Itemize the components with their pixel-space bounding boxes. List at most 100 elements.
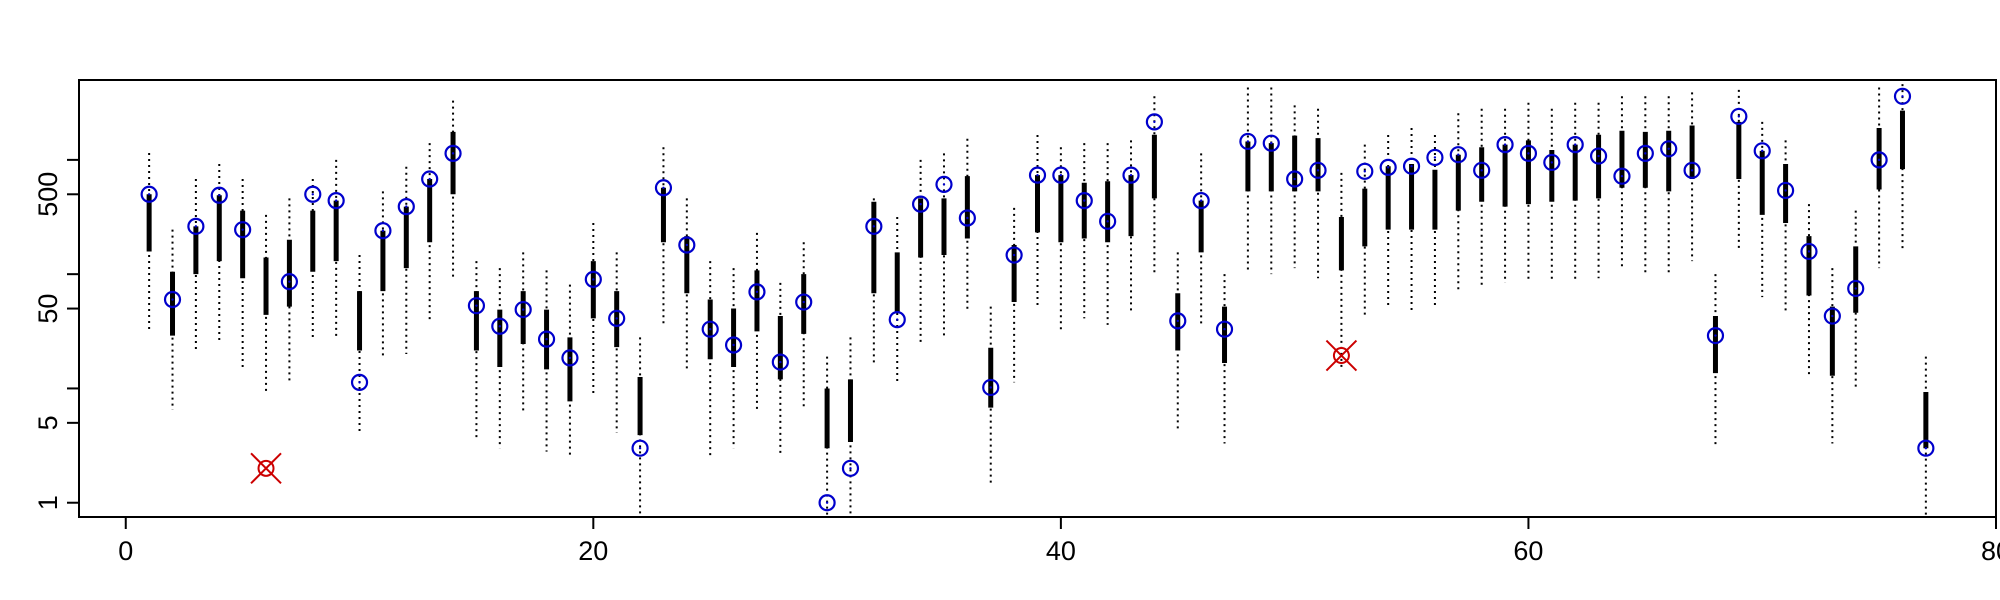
- point-ring: [1800, 242, 1818, 261]
- point-ring: [865, 217, 883, 235]
- point-dot: [1503, 143, 1507, 146]
- point-estimate: [1356, 162, 1374, 180]
- point-dot: [1620, 174, 1624, 178]
- point-ring: [1893, 87, 1912, 105]
- point-dot: [1690, 169, 1694, 172]
- point-ring: [537, 330, 556, 348]
- point-estimate: [140, 185, 158, 203]
- point-dot: [1550, 161, 1554, 164]
- point-dot: [545, 337, 548, 341]
- point-dot: [1761, 149, 1764, 153]
- point-dot: [428, 177, 431, 181]
- point-dot: [288, 280, 291, 283]
- point-estimate: [584, 270, 602, 288]
- point-ring: [1262, 134, 1280, 152]
- x-tick-label: 60: [1513, 536, 1543, 566]
- point-dot: [405, 205, 408, 208]
- point-estimate: [280, 273, 299, 291]
- point-ring: [1613, 167, 1631, 185]
- point-ring: [1706, 326, 1725, 345]
- point-dot: [1223, 327, 1226, 331]
- point-ring: [280, 273, 299, 291]
- point-ring: [514, 300, 532, 319]
- point-ring: [1776, 181, 1795, 200]
- point-estimate: [1426, 148, 1444, 167]
- point-ring: [304, 185, 322, 203]
- point-estimate: [421, 170, 439, 188]
- point-estimate: [724, 336, 743, 354]
- x-tick-label: 80: [1981, 536, 2000, 566]
- point-ring: [1239, 132, 1257, 151]
- point-ring: [163, 290, 182, 309]
- point-dot: [825, 501, 829, 504]
- point-dot: [872, 225, 876, 228]
- point-ring: [350, 373, 369, 391]
- point-dot: [1480, 169, 1483, 172]
- point-ring: [631, 439, 649, 457]
- point-ring: [608, 309, 626, 328]
- point-dot: [732, 343, 735, 347]
- point-ring: [561, 349, 579, 367]
- point-estimate: [444, 144, 462, 162]
- point-estimate: [234, 221, 252, 239]
- point-dot: [1316, 169, 1320, 172]
- point-dot: [1246, 140, 1250, 143]
- point-estimate: [1192, 192, 1210, 210]
- point-dot: [1901, 95, 1904, 98]
- point-ring: [724, 336, 743, 354]
- point-estimate: [912, 195, 930, 213]
- point-dot: [241, 228, 244, 231]
- point-dot: [194, 225, 198, 228]
- point-ring: [234, 221, 252, 239]
- flag-ring: [1332, 347, 1350, 365]
- point-estimate: [1262, 134, 1280, 152]
- flag-cross: [250, 452, 282, 485]
- point-estimate: [1075, 192, 1093, 210]
- point-estimate: [1099, 212, 1117, 230]
- point-ring: [1543, 153, 1561, 172]
- point-dot: [966, 216, 969, 220]
- point-ring: [1823, 307, 1841, 325]
- point-ring: [935, 175, 953, 194]
- point-ring: [1473, 161, 1491, 179]
- point-estimate: [701, 320, 719, 338]
- point-dot: [475, 304, 478, 307]
- point-ring: [1847, 279, 1865, 298]
- point-dot: [1807, 250, 1811, 253]
- point-ring: [1356, 162, 1374, 180]
- point-estimate: [514, 300, 532, 319]
- point-ring: [187, 217, 205, 235]
- point-estimate: [1706, 326, 1725, 345]
- point-estimate: [1239, 132, 1257, 151]
- point-dot: [1363, 170, 1366, 173]
- point-dot: [709, 327, 712, 331]
- point-estimate: [1753, 142, 1771, 160]
- point-estimate: [1402, 157, 1421, 175]
- x-tick-label: 20: [578, 536, 608, 566]
- point-dot: [568, 356, 572, 360]
- y-tick-label: 1: [33, 495, 63, 510]
- point-ring: [1917, 439, 1935, 457]
- point-estimate: [841, 459, 860, 477]
- point-ring: [584, 270, 602, 288]
- point-estimate: [397, 198, 415, 216]
- point-ring: [1169, 312, 1187, 330]
- point-estimate: [1870, 151, 1888, 169]
- point-estimate: [327, 192, 345, 210]
- point-estimate: [1893, 87, 1912, 105]
- point-ring: [1005, 246, 1023, 264]
- point-dot: [1924, 446, 1928, 450]
- point-dot: [1877, 158, 1881, 162]
- point-ring: [421, 170, 439, 188]
- point-estimate: [537, 330, 556, 348]
- point-ring: [748, 283, 766, 301]
- point-dot: [1784, 189, 1787, 192]
- flagged-point: [1325, 339, 1358, 372]
- point-ring: [1402, 157, 1421, 175]
- plot-area: [140, 84, 1935, 516]
- point-dot: [1433, 156, 1437, 159]
- point-estimate: [1449, 146, 1467, 164]
- point-ring: [958, 209, 976, 227]
- point-dot: [919, 202, 922, 206]
